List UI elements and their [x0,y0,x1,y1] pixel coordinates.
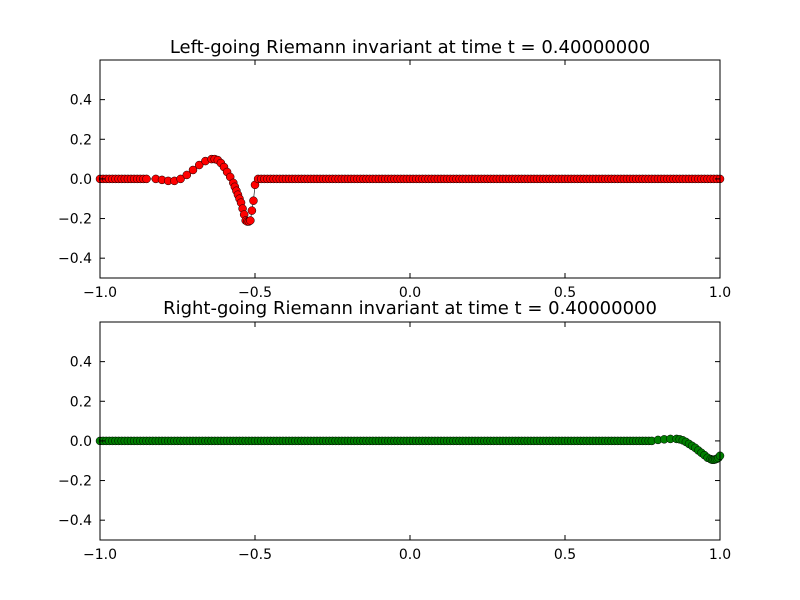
data-points [95,434,725,464]
data-points [95,154,725,226]
axis-ticks: −1.0 −0.5 0.0 0.5 1.0 −0.4 −0.2 0.0 0.2 0.4 [58,60,731,301]
data-point [188,165,198,175]
y-tick-label: 0.0 [70,172,92,188]
x-tick-label: −1.0 [83,547,117,563]
x-tick-label: 0.5 [554,547,576,563]
data-point [182,170,192,180]
data-point [194,160,204,170]
chart-title: Left-going Riemann invariant at time t =… [170,37,650,58]
y-tick-label: −0.4 [58,251,92,267]
x-tick-label: 0.0 [399,285,421,301]
axis-ticks: −1.0 −0.5 0.0 0.5 1.0 −0.4 −0.2 0.0 0.2 0.4 [58,322,731,563]
x-tick-label: 0.0 [399,547,421,563]
x-tick-label: 1.0 [709,547,731,563]
y-tick-label: 0.0 [70,434,92,450]
y-tick-label: −0.2 [58,212,92,228]
data-point [142,174,151,184]
chart-title: Right-going Riemann invariant at time t … [163,298,657,319]
right-going-panel: Right-going Riemann invariant at time t … [58,298,731,563]
y-tick-label: 0.2 [70,132,92,148]
x-tick-label: −0.5 [238,285,272,301]
left-going-panel: Left-going Riemann invariant at time t =… [58,37,731,301]
y-tick-label: 0.4 [70,355,92,371]
data-point [249,196,258,205]
x-tick-label: 1.0 [709,285,731,301]
data-point [246,216,255,225]
data-point [176,174,185,184]
y-tick-label: −0.2 [58,474,92,490]
x-tick-label: −0.5 [238,547,272,563]
y-tick-label: −0.4 [58,513,92,529]
y-tick-label: 0.2 [70,394,92,410]
plot-frame [99,321,721,541]
y-tick-label: 0.4 [70,93,92,109]
data-point [247,206,257,215]
x-tick-label: 0.5 [554,285,576,301]
x-tick-label: −1.0 [83,285,117,301]
